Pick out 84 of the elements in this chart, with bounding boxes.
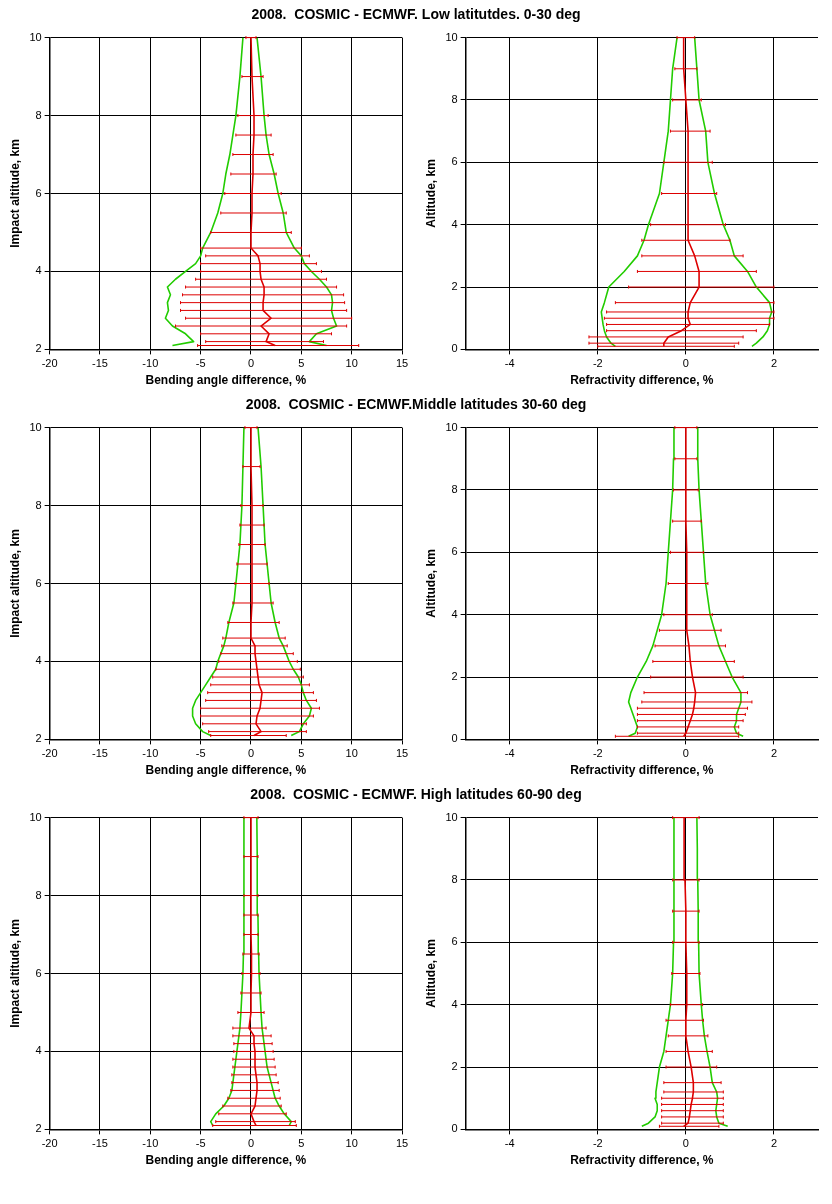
y-tick-label: 4 (35, 264, 42, 277)
y-tick-label: 10 (445, 810, 458, 823)
x-tick-label: 5 (298, 357, 305, 370)
x-tick-label: -5 (195, 747, 206, 760)
y-tick-label: 6 (451, 545, 458, 558)
y-axis-title: Impact altitude, km (7, 139, 22, 248)
y-tick-label: 10 (29, 420, 42, 433)
x-tick-label: -4 (504, 1137, 515, 1150)
x-tick-label: 0 (247, 357, 255, 370)
y-axis-title: Impact altitude, km (7, 529, 22, 638)
y-tick-label: 8 (451, 482, 458, 495)
chart-title: 2008. COSMIC - ECMWF.Middle latitudes 30-60 deg (244, 395, 588, 414)
y-tick-label: 2 (451, 280, 458, 293)
y-tick-label: 6 (451, 155, 458, 168)
y-tick-label: 0 (451, 342, 458, 355)
y-tick-label: 8 (35, 498, 42, 511)
x-tick-label: 2 (770, 357, 778, 370)
x-tick-label: -20 (41, 747, 58, 760)
y-tick-label: 2 (451, 670, 458, 683)
y-tick-label: 10 (445, 30, 458, 43)
y-tick-label: 2 (451, 1060, 458, 1073)
y-tick-label: 6 (35, 576, 42, 589)
x-tick-label: 0 (682, 747, 689, 760)
chart-title: 2008. COSMIC - ECMWF. High latitudes 60-90 deg (249, 785, 583, 804)
y-axis-title: Altitude, km (423, 159, 438, 228)
x-tick-label: 15 (395, 1137, 409, 1150)
y-tick-label: 10 (445, 420, 458, 433)
x-tick-label: 5 (298, 747, 305, 760)
y-axis-title: Altitude, km (423, 939, 438, 1008)
y-tick-label: 6 (35, 186, 42, 199)
x-tick-label: 15 (395, 747, 409, 760)
x-tick-label: -4 (504, 747, 515, 760)
x-axis-title: Bending angle difference, % (145, 373, 307, 388)
x-tick-label: -20 (41, 1137, 58, 1150)
x-axis-title: Bending angle difference, % (145, 1153, 307, 1168)
x-tick-label: 10 (345, 1137, 358, 1150)
y-tick-label: 0 (451, 1122, 458, 1135)
y-tick-label: 0 (451, 732, 458, 745)
y-tick-label: 4 (35, 654, 42, 667)
y-tick-label: 6 (451, 935, 458, 948)
x-axis-title: Refractivity difference, % (570, 763, 714, 778)
y-tick-label: 10 (29, 30, 42, 43)
x-tick-label: 15 (395, 357, 409, 370)
x-tick-label: 2 (770, 747, 778, 760)
x-tick-label: -15 (92, 357, 108, 370)
x-tick-label: -4 (504, 357, 515, 370)
y-tick-label: 2 (35, 342, 42, 355)
x-tick-label: 10 (345, 357, 358, 370)
y-tick-label: 4 (451, 997, 458, 1010)
y-axis-title: Altitude, km (423, 549, 438, 618)
y-tick-label: 8 (451, 872, 458, 885)
y-tick-label: 2 (35, 732, 42, 745)
x-tick-label: -15 (92, 1137, 108, 1150)
x-tick-label: 0 (682, 1137, 689, 1150)
chart-title: 2008. COSMIC - ECMWF. Low latitutdes. 0-30 deg (250, 5, 582, 24)
x-axis-title: Bending angle difference, % (145, 763, 307, 778)
x-axis-title: Refractivity difference, % (570, 1153, 714, 1168)
y-tick-label: 4 (35, 1044, 42, 1057)
x-tick-label: -2 (592, 357, 603, 370)
x-tick-label: -2 (592, 1137, 603, 1150)
x-tick-label: -10 (142, 1137, 159, 1150)
y-tick-label: 2 (35, 1122, 42, 1135)
x-tick-label: -20 (41, 357, 58, 370)
x-tick-label: -10 (142, 357, 159, 370)
x-tick-label: -5 (195, 1137, 206, 1150)
x-tick-label: 0 (247, 1137, 255, 1150)
y-axis-title: Impact altitude, km (7, 919, 22, 1028)
x-tick-label: -5 (195, 357, 206, 370)
y-tick-label: 8 (35, 108, 42, 121)
x-tick-label: 5 (298, 1137, 305, 1150)
x-tick-label: 0 (247, 747, 255, 760)
y-tick-label: 8 (451, 92, 458, 105)
x-axis-title: Refractivity difference, % (570, 373, 714, 388)
x-tick-label: -2 (592, 747, 603, 760)
y-tick-label: 10 (29, 810, 42, 823)
x-tick-label: -15 (92, 747, 108, 760)
x-tick-label: 10 (345, 747, 358, 760)
x-tick-label: 0 (682, 357, 689, 370)
y-tick-label: 4 (451, 217, 458, 230)
x-tick-label: 2 (770, 1137, 778, 1150)
y-tick-label: 6 (35, 966, 42, 979)
y-tick-label: 8 (35, 888, 42, 901)
x-tick-label: -10 (142, 747, 159, 760)
y-tick-label: 4 (451, 607, 458, 620)
